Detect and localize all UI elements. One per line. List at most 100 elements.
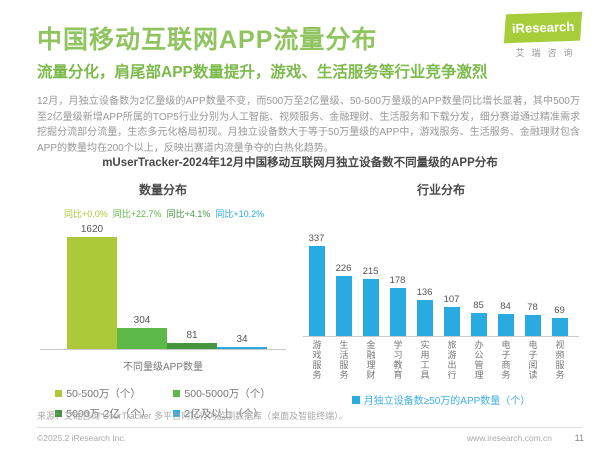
bar-value-label: 81 (186, 330, 198, 341)
website-text: www.iresearch.com.cn (466, 433, 552, 443)
category-cell: 视频服务 (546, 340, 573, 388)
bar (335, 276, 352, 336)
industry-category-row: 游戏服务 生活服务 金融理财 学习教育 实用工具 旅游出行 办公管理 电子商务 电子阅读 视频服务 (303, 340, 579, 388)
category-label: 游戏服务 (311, 340, 322, 380)
bar (308, 246, 325, 336)
bar-value-label: 337 (308, 233, 325, 244)
legend-item: 500-5000万（个） (173, 386, 271, 401)
quantity-legend-grid: 50-500万（个） 500-5000万（个） 5000万-2亿（个） 2亿及以上（个… (55, 386, 271, 421)
category-label: 生活服务 (338, 340, 349, 380)
bar (67, 237, 117, 349)
category-label: 办公管理 (473, 340, 484, 380)
page-subtitle: 流量分化，肩尾部APP数量提升，游戏、生活服务等行业竞争激烈 (37, 64, 488, 81)
bar (497, 314, 514, 336)
bar-column: 81 (167, 330, 217, 349)
bar-column: 337 (303, 233, 330, 336)
bar-value-label: 215 (362, 266, 379, 277)
bar-value-label: 34 (236, 334, 248, 345)
yoy-label: 同比+22.7% (112, 209, 162, 219)
yoy-label: 同比+0.0% (64, 209, 108, 219)
legend-label: 500-5000万（个） (184, 388, 271, 400)
quantity-x-axis-label: 不同量级APP数量 (122, 362, 203, 373)
category-label: 电子阅读 (527, 340, 538, 380)
bar (443, 307, 460, 336)
category-cell: 游戏服务 (303, 340, 330, 388)
copyright-text: ©2025.2 iResearch Inc. (37, 433, 126, 443)
legend-item: 50-500万（个） (55, 386, 151, 401)
legend-item: 2亿及以上（个） (173, 406, 270, 421)
category-cell: 电子阅读 (519, 340, 546, 388)
bar-column: 84 (492, 301, 519, 336)
bar-value-label: 84 (500, 301, 511, 312)
industry-legend-label: 月独立设备数≥50万的APP数量（个） (363, 396, 531, 407)
category-label: 学习教育 (392, 340, 403, 380)
yoy-growth-row: 同比+0.0% 同比+22.7% 同比+4.1% 同比+10.2% (40, 207, 286, 220)
page-title: 中国移动互联网APP流量分布 (37, 26, 378, 54)
bar (524, 315, 541, 336)
bar-column: 1620 (67, 224, 117, 349)
category-cell: 办公管理 (465, 340, 492, 388)
bar-column: 178 (384, 275, 411, 336)
category-cell: 金融理财 (357, 340, 384, 388)
legend-swatch (173, 390, 181, 397)
iresearch-logo-mark: iResearch (503, 11, 583, 44)
bar-value-label: 226 (335, 263, 352, 274)
industry-legend: 月独立设备数≥50万的APP数量（个） (299, 392, 583, 407)
iresearch-logo: iResearch 艾瑞咨询 (503, 11, 583, 59)
bar (167, 343, 217, 349)
bar-value-label: 107 (443, 294, 460, 305)
category-cell: 生活服务 (330, 340, 357, 388)
bar (416, 300, 433, 336)
bar (362, 279, 379, 336)
bar-value-label: 136 (416, 287, 433, 298)
page-number: 11 (574, 433, 584, 443)
industry-distribution-chart: 行业分布 337 226 215 178 136 107 85 84 78 69 游戏服务 生活服务… (299, 181, 583, 407)
iresearch-logo-cn: 艾瑞咨询 (515, 48, 580, 58)
bar-column: 136 (411, 287, 438, 336)
legend-label: 2亿及以上（个） (184, 408, 264, 420)
footer-divider (37, 427, 582, 428)
quantity-distribution-chart: 数量分布 同比+0.0% 同比+22.7% 同比+4.1% 同比+10.2% 1620… (40, 181, 286, 421)
category-cell: 旅游出行 (438, 340, 465, 388)
category-label: 金融理财 (365, 340, 376, 380)
bar (389, 288, 406, 336)
yoy-label: 同比+4.1% (166, 209, 211, 219)
category-cell: 学习教育 (384, 340, 411, 388)
legend-swatch (55, 390, 63, 397)
category-cell: 电子商务 (492, 340, 519, 388)
category-cell: 实用工具 (411, 340, 438, 388)
legend-label: 50-500万（个） (66, 388, 141, 400)
industry-chart-title: 行业分布 (416, 183, 465, 197)
bar-column: 107 (438, 294, 465, 336)
quantity-legend: 50-500万（个） 500-5000万（个） 5000万-2亿（个） 2亿及以上（个… (40, 384, 286, 421)
bar-column: 304 (117, 315, 167, 349)
bar (217, 347, 267, 349)
legend-item: 5000万-2亿（个） (55, 406, 151, 421)
quantity-chart-title: 数量分布 (138, 183, 187, 197)
yoy-label: 同比+10.2% (215, 209, 265, 219)
bar-column: 85 (465, 300, 492, 336)
bar (551, 318, 568, 336)
bar-column: 69 (546, 305, 573, 336)
intro-paragraph: 12月，月独立设备数为2亿量级的APP数量不变，而500万至2亿量级、50-50… (37, 96, 580, 154)
bar-value-label: 78 (527, 302, 538, 313)
bar-value-label: 69 (554, 305, 565, 316)
category-label: 电子商务 (500, 340, 511, 380)
iresearch-logo-text: iResearch (511, 18, 575, 37)
legend-label: 5000万-2亿（个） (66, 408, 152, 420)
bar-value-label: 178 (389, 275, 406, 286)
category-label: 旅游出行 (446, 340, 457, 380)
bar-column: 215 (357, 266, 384, 336)
chart-section-title: mUserTracker-2024年12月中国移动互联网月独立设备数不同量级的A… (102, 157, 498, 169)
source-note: 来源：艾瑞咨询 UserTracker 多平台网民行为监测数据库（桌面及智能终端… (37, 411, 348, 421)
legend-swatch (55, 410, 63, 417)
bar-column: 34 (217, 334, 267, 349)
bar-value-label: 85 (473, 300, 484, 311)
bar-column: 78 (519, 302, 546, 336)
bar-value-label: 1620 (80, 224, 104, 235)
legend-swatch (173, 410, 181, 417)
industry-bars: 337 226 215 178 136 107 85 84 78 69 (303, 213, 579, 337)
category-label: 实用工具 (419, 340, 430, 380)
bar-value-label: 304 (133, 315, 151, 326)
